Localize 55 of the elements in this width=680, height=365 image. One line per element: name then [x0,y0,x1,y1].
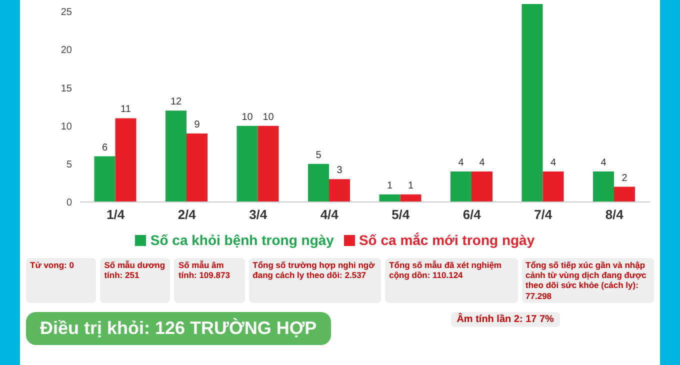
data-label: 4 [600,158,607,169]
bar [614,186,635,202]
bar [450,172,472,202]
data-label: 2 [622,172,628,184]
bar [522,4,543,202]
y-tick-label: 5 [66,159,72,170]
data-label: 6 [102,142,108,154]
data-label: 4 [458,158,464,169]
x-tick-label: 2/4 [178,207,197,222]
y-tick-label: 10 [60,121,72,132]
x-tick-label: 8/4 [605,207,624,222]
bar [329,179,350,202]
bar [258,126,279,202]
data-label: 10 [262,112,274,123]
data-label: 4 [479,158,486,169]
legend-label: Số ca khỏi bệnh trong ngày [150,232,334,248]
data-label: 12 [170,96,182,108]
y-tick-label: 20 [60,45,72,56]
bar [308,164,329,202]
data-label: 1 [408,180,414,192]
x-tick-label: 6/4 [462,207,482,222]
x-tick-label: 1/4 [106,207,126,222]
bar [400,194,422,202]
text: Số mẫu dương tính: 251 [100,258,170,303]
bar [542,172,564,202]
data-label: 3 [336,165,343,176]
data-label: 10 [242,112,254,123]
bar [186,133,208,202]
text: Tổng số trường hợp nghi ngờ đang cách ly theo dõi: 2.537 [248,258,382,303]
data-label: 5 [316,150,322,161]
bar [593,172,614,202]
bar [236,126,258,202]
x-tick-label: 5/4 [392,207,410,222]
x-tick-label: 7/4 [534,207,553,222]
data-label: 1 [386,180,393,192]
bar [379,194,400,202]
bar [472,172,492,202]
bar [94,156,116,202]
y-tick-label: 25 [60,7,72,18]
legend-label: Số ca mắc mới trong ngày [358,232,535,248]
data-label: 9 [194,119,200,130]
text: Tử vong: 0 [26,258,96,303]
x-tick-label: 4/4 [320,207,340,222]
text: Tổng số mẫu đã xét nghiệm cộng dồn: 110.124 [385,258,518,303]
y-tick-label: 15 [60,83,72,94]
data-label: 4 [550,158,556,169]
y-tick-label: 0 [66,198,72,209]
text: Âm tính lần 2: 17 7% [450,312,560,327]
bar [166,110,186,202]
text: Số mẫu âm tính: 109.873 [174,258,245,303]
text: Tổng số tiếp xúc gần và nhập cảnh từ vùng dịch đang được theo dõi sức khỏe (cách ly): 77.298 [522,258,654,303]
data-label: 11 [120,104,132,116]
x-tick-label: 3/4 [249,207,268,222]
bar [115,118,136,202]
text: Điều trị khỏi: 126 TRƯỜNG HỢP [26,312,331,345]
